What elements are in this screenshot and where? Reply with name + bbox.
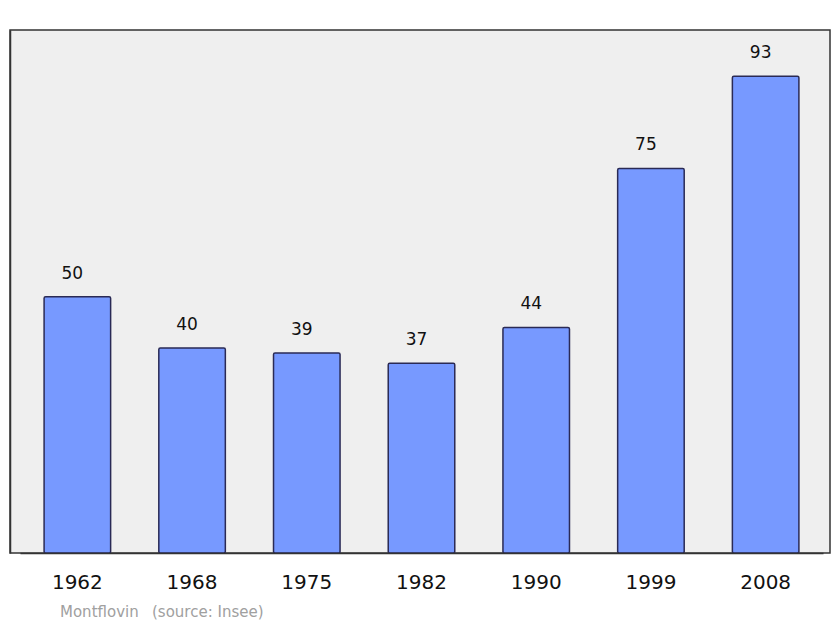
data-label: 39 — [291, 319, 313, 339]
y-axis-line — [10, 31, 12, 554]
x-tick-label: 2008 — [740, 570, 791, 594]
annotation: Montflovin — [60, 603, 139, 621]
x-axis-line — [21, 553, 824, 555]
x-tick: 1999 — [625, 553, 676, 594]
annotation: (source: Insee) — [152, 603, 264, 621]
x-tick: 2008 — [740, 553, 791, 594]
x-tick-label: 1975 — [281, 570, 332, 594]
x-axis: 1962 1968 1975 1982 1990 1999 2008 — [21, 553, 824, 594]
bars — [44, 76, 799, 553]
x-tick-label: 1982 — [396, 570, 447, 594]
x-tick-label: 1990 — [511, 570, 562, 594]
bar — [44, 297, 111, 553]
y-axis — [10, 31, 11, 554]
x-tick-label: 1962 — [52, 570, 103, 594]
x-tick: 1982 — [396, 553, 447, 594]
x-tick: 1968 — [167, 553, 218, 594]
x-tick: 1990 — [511, 553, 562, 594]
bar — [618, 168, 685, 553]
data-label: 93 — [750, 42, 772, 62]
annotations: Montflovin (source: Insee) — [60, 603, 264, 621]
data-labels: 50 40 39 37 44 75 93 — [62, 42, 772, 349]
plot-frame — [10, 30, 830, 553]
x-tick: 1962 — [52, 553, 103, 594]
chart: 50 40 39 37 44 75 93 1962 1968 1975 1982 1990 1999 20… — [0, 0, 840, 627]
data-label: 44 — [520, 293, 542, 313]
bar — [503, 327, 570, 553]
x-tick: 1975 — [281, 553, 332, 594]
bar — [732, 76, 799, 553]
bar — [159, 348, 226, 553]
data-label: 75 — [635, 134, 657, 154]
bar — [274, 353, 341, 553]
data-label: 40 — [176, 314, 198, 334]
data-label: 50 — [62, 263, 84, 283]
bar — [388, 363, 455, 553]
data-label: 37 — [406, 329, 428, 349]
x-tick-label: 1968 — [167, 570, 218, 594]
x-tick-label: 1999 — [625, 570, 676, 594]
